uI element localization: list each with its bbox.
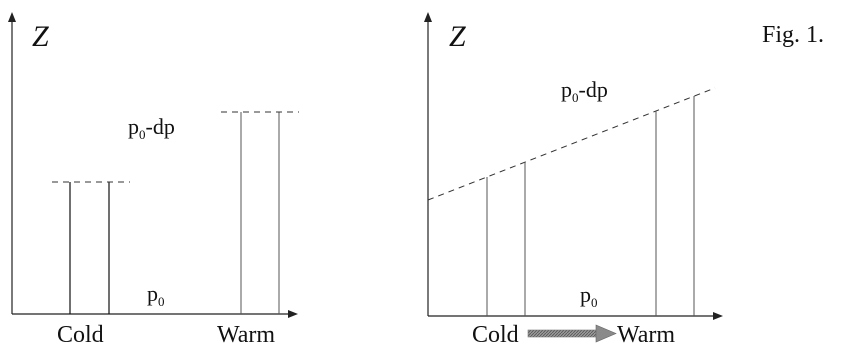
left-lower-pressure-label: p0 bbox=[147, 281, 165, 309]
right-warm-label: Warm bbox=[617, 322, 675, 348]
left-cold-label: Cold bbox=[57, 322, 104, 348]
left-z-axis-arrow bbox=[8, 12, 16, 22]
left-upper-pressure-label: p0-dp bbox=[128, 114, 175, 142]
left-panel: Z p0-dp p0 Cold Warm bbox=[8, 12, 299, 348]
left-z-label: Z bbox=[32, 20, 49, 53]
right-upper-pressure-label: p0-dp bbox=[561, 77, 608, 105]
right-lower-pressure-label: p0 bbox=[580, 282, 598, 310]
right-x-axis-arrow bbox=[713, 312, 723, 320]
right-panel: Z p0-dp p0 Cold Warm bbox=[424, 12, 723, 348]
right-cold-label: Cold bbox=[472, 322, 519, 348]
left-warm-label: Warm bbox=[217, 322, 275, 348]
left-x-axis-arrow bbox=[288, 310, 298, 318]
right-sloped-isobar bbox=[427, 87, 716, 201]
right-z-label: Z bbox=[449, 20, 466, 53]
right-z-axis-arrow bbox=[424, 12, 432, 22]
figure-label: Fig. 1. bbox=[762, 22, 824, 48]
cold-to-warm-arrow bbox=[527, 324, 617, 343]
